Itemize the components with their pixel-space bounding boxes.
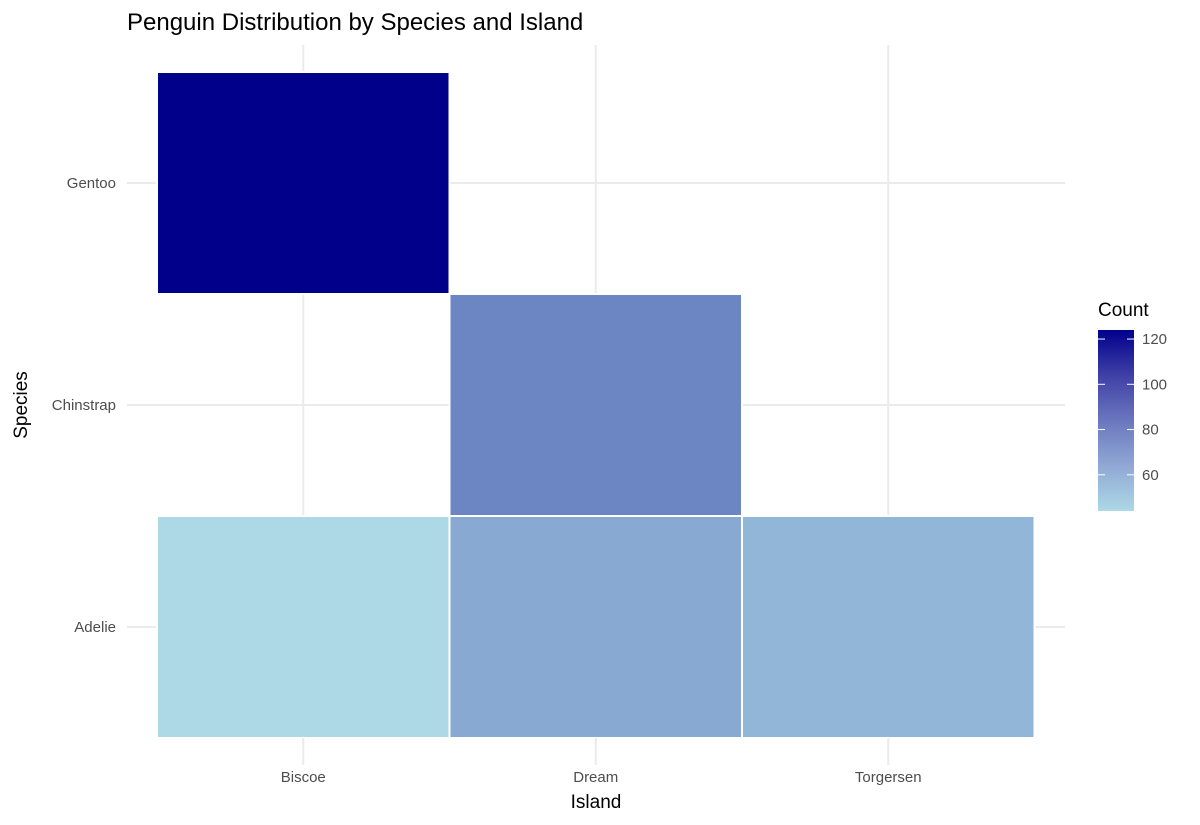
heatmap-tile-adelie-dream [448,515,743,739]
heatmap-tile-gentoo-biscoe [156,71,451,295]
x-axis-title: Island [571,792,622,813]
y-tick-label: Adelie [74,619,116,636]
y-axis-ticks: Adelie Chinstrap Gentoo [52,175,116,636]
y-tick-label: Gentoo [67,175,116,192]
x-axis-ticks: Biscoe Dream Torgersen [281,738,922,786]
x-tick-label: Biscoe [281,769,326,786]
color-legend: Count 60 80 100 120 [1098,300,1167,511]
y-axis-title: Species [11,371,32,439]
x-tick-label: Torgersen [855,769,922,786]
legend-tick-label: 120 [1142,331,1167,348]
heatmap-tile-adelie-torgersen [741,515,1036,739]
heatmap-tiles [156,71,1036,739]
chart-title: Penguin Distribution by Species and Isla… [127,9,583,36]
x-tick-label: Dream [573,769,618,786]
legend-tick-label: 60 [1142,467,1159,484]
legend-colorbar [1098,330,1134,511]
heatmap-tile-adelie-biscoe [156,515,451,739]
heatmap-tile-chinstrap-dream [448,293,743,517]
legend-tick-label: 80 [1142,422,1159,439]
y-tick-label: Chinstrap [52,397,116,414]
legend-tick-label: 100 [1142,376,1167,393]
legend-title: Count [1098,300,1149,321]
